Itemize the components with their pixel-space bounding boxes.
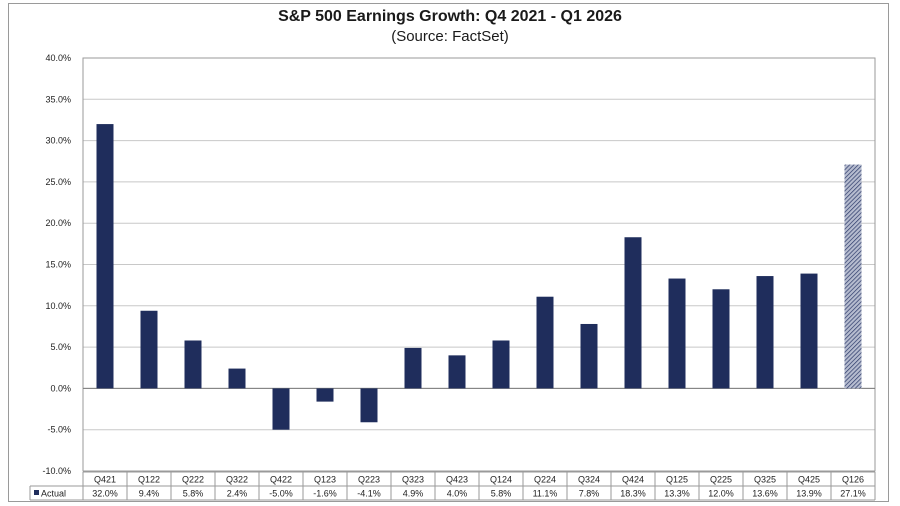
x-tick-label: Q422 xyxy=(270,475,292,485)
bar-q324 xyxy=(580,323,598,389)
data-label: 11.1% xyxy=(533,489,558,499)
bar-q224 xyxy=(536,296,554,389)
plot-area xyxy=(82,57,876,472)
bar-q124 xyxy=(492,340,510,389)
x-tick-label: Q223 xyxy=(358,475,380,485)
y-tick-label: 20.0% xyxy=(45,218,71,228)
bar-q222 xyxy=(184,340,202,389)
bar-q325 xyxy=(756,276,774,389)
data-label: 7.8% xyxy=(579,489,600,499)
bar-q225 xyxy=(712,289,730,389)
x-tick-label: Q126 xyxy=(842,475,864,485)
x-tick-label: Q324 xyxy=(578,475,600,485)
data-label: 13.6% xyxy=(752,489,778,499)
data-label: 13.9% xyxy=(796,489,822,499)
y-tick-label: 5.0% xyxy=(50,342,71,352)
bar-q422 xyxy=(272,388,290,430)
bar-q126 xyxy=(844,164,862,389)
x-tick-label: Q225 xyxy=(710,475,732,485)
x-tick-label: Q425 xyxy=(798,475,820,485)
data-label: -4.1% xyxy=(357,489,381,499)
data-label: 18.3% xyxy=(620,489,646,499)
data-label: 4.9% xyxy=(403,489,424,499)
bar-q223 xyxy=(360,388,378,423)
x-tick-label: Q224 xyxy=(534,475,556,485)
y-tick-label: -5.0% xyxy=(47,425,71,435)
y-tick-label: 25.0% xyxy=(45,177,71,187)
legend-key-actual xyxy=(34,490,39,495)
bar-q322 xyxy=(228,368,246,389)
y-tick-label: 40.0% xyxy=(45,53,71,63)
data-label: 5.8% xyxy=(183,489,204,499)
x-tick-label: Q125 xyxy=(666,475,688,485)
bar-q123 xyxy=(316,388,334,402)
chart-title: S&P 500 Earnings Growth: Q4 2021 - Q1 20… xyxy=(278,8,622,25)
data-label: -5.0% xyxy=(269,489,293,499)
chart-frame xyxy=(8,3,889,502)
data-label: 4.0% xyxy=(447,489,468,499)
x-tick-label: Q123 xyxy=(314,475,336,485)
data-label: 32.0% xyxy=(92,489,118,499)
bar-q421 xyxy=(96,124,114,389)
y-tick-label: 15.0% xyxy=(45,260,71,270)
bar-q125 xyxy=(668,278,686,389)
x-tick-label: Q124 xyxy=(490,475,512,485)
bar-q423 xyxy=(448,355,466,389)
x-tick-label: Q222 xyxy=(182,475,204,485)
y-tick-label: 10.0% xyxy=(45,301,71,311)
data-label: 2.4% xyxy=(227,489,248,499)
x-tick-label: Q424 xyxy=(622,475,644,485)
x-tick-label: Q122 xyxy=(138,475,160,485)
x-tick-label: Q323 xyxy=(402,475,424,485)
data-label: 27.1% xyxy=(840,489,866,499)
x-tick-label: Q423 xyxy=(446,475,468,485)
data-label: 13.3% xyxy=(664,489,690,499)
chart-subtitle: (Source: FactSet) xyxy=(391,28,509,45)
x-tick-label: Q322 xyxy=(226,475,248,485)
data-label: 9.4% xyxy=(139,489,160,499)
data-label: 5.8% xyxy=(491,489,512,499)
x-tick-label: Q325 xyxy=(754,475,776,485)
bar-q425 xyxy=(800,273,818,389)
legend-label-actual: Actual xyxy=(41,489,66,499)
y-tick-label: 0.0% xyxy=(50,383,71,393)
bar-q424 xyxy=(624,237,642,389)
x-tick-label: Q421 xyxy=(94,475,116,485)
bar-q323 xyxy=(404,347,422,389)
y-tick-label: -10.0% xyxy=(42,466,71,476)
y-tick-label: 30.0% xyxy=(45,136,71,146)
data-label: 12.0% xyxy=(708,489,734,499)
bar-q122 xyxy=(140,310,158,389)
y-tick-label: 35.0% xyxy=(45,94,71,104)
data-label: -1.6% xyxy=(313,489,337,499)
